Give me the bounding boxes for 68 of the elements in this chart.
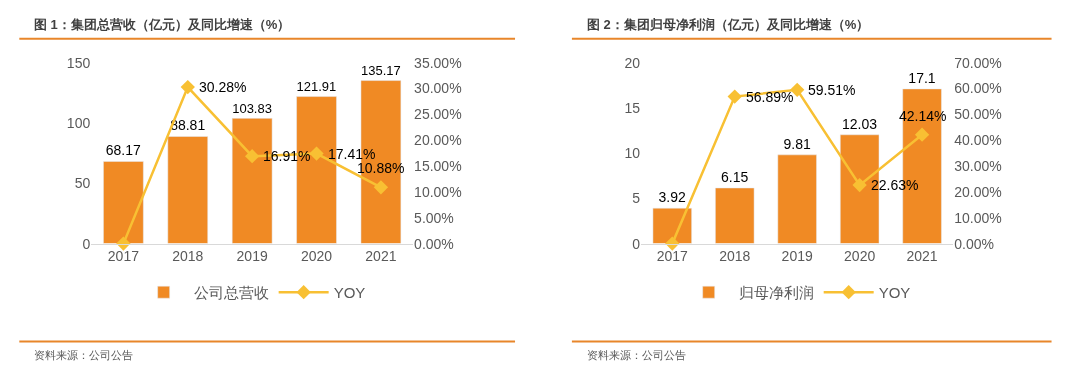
y2-tick-label: 30.00%: [414, 80, 462, 97]
y-tick-label: 50: [74, 175, 91, 192]
x-tick-label: 2018: [172, 248, 204, 265]
legend-label: 公司总营收: [193, 284, 269, 302]
y2-tick-label: 5.00%: [414, 209, 454, 226]
y2-tick-label: 40.00%: [954, 132, 1002, 149]
y2-tick-label: 15.00%: [414, 157, 462, 174]
bar: [652, 207, 692, 244]
legend-label: 归母净利润: [738, 284, 814, 302]
text: 资料来源：公司公告: [34, 349, 133, 361]
y2-tick-label: 70.00%: [954, 54, 1002, 71]
text: 资料来源：公司公告: [587, 349, 686, 361]
x-tick-label: 2017: [107, 248, 140, 265]
y-tick-label: 150: [66, 54, 91, 71]
x-tick-label: 2017: [656, 248, 689, 265]
data-label: 6.15: [721, 168, 749, 185]
point: [852, 177, 867, 193]
y2-tick-label: 10.00%: [414, 183, 462, 200]
y-tick-label: 0: [632, 235, 641, 252]
point: [309, 146, 324, 161]
data-label: 135.17: [360, 62, 401, 78]
y2-tick-label: 60.00%: [954, 80, 1002, 97]
bar: [103, 161, 144, 244]
point: [914, 127, 930, 142]
x-tick-label: 2020: [844, 248, 876, 265]
data-label: 103.83: [232, 100, 272, 116]
data-label: 12.03: [842, 115, 878, 132]
y2-tick-label: 10.00%: [954, 209, 1002, 226]
point: [373, 180, 389, 195]
y-tick-label: 0: [82, 235, 91, 252]
data-label: 68.17: [105, 142, 142, 159]
legend-label: YOY: [878, 284, 911, 302]
data-label: 56.89%: [746, 89, 794, 105]
point: [180, 79, 195, 95]
point: [727, 89, 742, 104]
data-label: 16.91%: [263, 148, 311, 164]
y2-tick-label: 35.00%: [414, 54, 462, 71]
bar: [777, 154, 817, 244]
y2-tick-label: 20.00%: [954, 183, 1002, 200]
chart-title: 图 1：集团总营收（亿元）及同比增速（%）: [34, 17, 291, 32]
y2-tick-label: 50.00%: [954, 106, 1002, 123]
bar: [715, 187, 755, 244]
data-label: 9.81: [783, 135, 811, 152]
y2-tick-label: 30.00%: [954, 157, 1002, 174]
y-tick-label: 20: [624, 54, 641, 71]
x-tick-label: 2020: [300, 248, 333, 265]
x-tick-label: 2021: [906, 248, 938, 265]
x-tick-label: 2019: [781, 248, 813, 265]
x-tick-label: 2019: [236, 248, 268, 265]
data-label: 121.91: [296, 78, 337, 94]
data-label: 59.51%: [808, 82, 856, 98]
y-tick-label: 100: [66, 114, 91, 131]
y2-tick-label: 20.00%: [414, 132, 462, 149]
x-tick-label: 2018: [719, 248, 751, 265]
point: [245, 149, 260, 164]
chart-title: 图 2：集团归母净利润（亿元）及同比增速（%）: [587, 17, 870, 32]
legend-label: YOY: [333, 284, 366, 302]
y2-tick-label: 0.00%: [954, 235, 995, 252]
y-tick-label: 10: [624, 145, 641, 162]
bar: [167, 136, 208, 244]
x-tick-label: 2021: [365, 248, 397, 265]
y-tick-label: 15: [624, 99, 641, 116]
data-label: 3.92: [658, 189, 687, 206]
y-tick-label: 5: [632, 190, 641, 207]
data-label: 30.28%: [199, 79, 247, 95]
y2-tick-label: 25.00%: [414, 106, 462, 123]
y2-tick-label: 0.00%: [414, 235, 454, 252]
data-label: 17.1: [908, 69, 936, 86]
